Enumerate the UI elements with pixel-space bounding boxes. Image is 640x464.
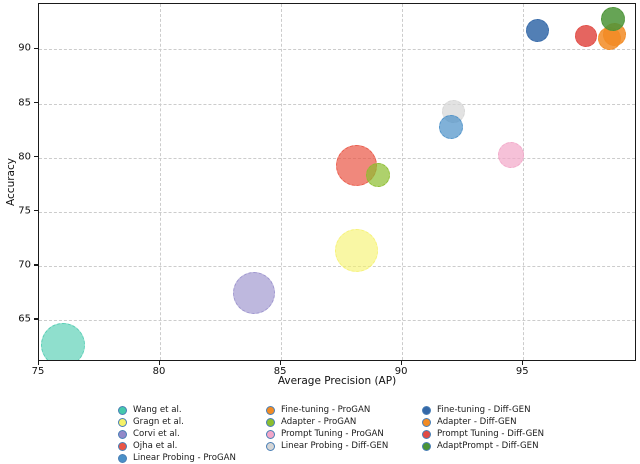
bubble-prompt-tuning-progan — [498, 142, 525, 169]
bubble-corvi-et-al- — [233, 271, 276, 314]
legend-item-prompt-tuning-progan: Prompt Tuning - ProGAN — [266, 428, 388, 440]
gridline-y-75 — [39, 211, 635, 213]
x-tick-label-75: 75 — [31, 366, 45, 377]
legend-item-corvi-et-al-: Corvi et al. — [118, 428, 236, 440]
gridline-x-85 — [281, 4, 283, 360]
legend-item-gragn-et-al-: Gragn et al. — [118, 416, 236, 428]
legend-column-2: Fine-tuning - ProGAN Adapter - ProGAN Prom… — [266, 404, 388, 452]
legend-item-linear-probing-diff-gen: Linear Probing - Diff-GEN — [266, 440, 388, 452]
legend-item-adapter-diff-gen: Adapter - Diff-GEN — [422, 416, 544, 428]
legend-marker-icon — [422, 429, 431, 439]
legend-item-fine-tuning-diff-gen: Fine-tuning - Diff-GEN — [422, 404, 544, 416]
legend-marker-icon — [422, 405, 431, 415]
legend-item-label: Wang et al. — [133, 405, 182, 415]
y-tick-mark-70 — [34, 264, 38, 266]
x-axis-label: Average Precision (AP) — [277, 375, 397, 387]
legend-marker-icon — [118, 429, 127, 439]
x-tick-label-80: 80 — [152, 366, 166, 377]
y-tick-mark-85 — [34, 102, 38, 104]
legend-marker-icon — [266, 441, 275, 451]
legend-marker-icon — [118, 405, 127, 415]
legend-item-adaptprompt-diff-gen: AdaptPrompt - Diff-GEN — [422, 440, 544, 452]
legend-marker-icon — [118, 441, 127, 451]
legend-item-fine-tuning-progan: Fine-tuning - ProGAN — [266, 404, 388, 416]
legend-item-label: Fine-tuning - Diff-GEN — [437, 405, 531, 415]
gridline-y-65 — [39, 319, 635, 321]
legend-item-adapter-progan: Adapter - ProGAN — [266, 416, 388, 428]
legend-item-label: Prompt Tuning - ProGAN — [281, 429, 384, 439]
gridline-y-70 — [39, 265, 635, 267]
x-tick-mark-85 — [279, 361, 281, 365]
plot-area — [38, 3, 636, 361]
legend-item-label: Adapter - Diff-GEN — [437, 417, 517, 427]
y-tick-label-80: 80 — [18, 151, 31, 163]
y-tick-label-65: 65 — [18, 313, 31, 325]
legend-item-label: Linear Probing - ProGAN — [133, 453, 236, 463]
bubble-wang-et-al- — [41, 322, 86, 360]
legend-marker-icon — [266, 405, 275, 415]
y-tick-label-85: 85 — [18, 97, 31, 108]
legend-item-label: Prompt Tuning - Diff-GEN — [437, 429, 545, 439]
legend-marker-icon — [118, 417, 127, 427]
x-tick-label-95: 95 — [515, 366, 529, 377]
x-tick-label-85: 85 — [273, 366, 287, 377]
bubble-prompt-tuning-diff-gen — [575, 25, 598, 48]
legend-item-label: Fine-tuning - ProGAN — [281, 405, 371, 415]
legend-item-label: Corvi et al. — [133, 429, 180, 439]
y-tick-mark-65 — [34, 318, 38, 320]
gridline-x-90 — [402, 4, 404, 360]
gridline-x-80 — [160, 4, 162, 360]
legend-marker-icon — [266, 429, 275, 439]
y-tick-label-90: 90 — [18, 42, 31, 54]
x-tick-mark-95 — [521, 361, 523, 365]
legend-marker-icon — [422, 441, 431, 451]
legend-item-label: AdaptPrompt - Diff-GEN — [437, 441, 539, 451]
x-tick-mark-80 — [158, 361, 160, 365]
legend-marker-icon — [266, 417, 275, 427]
y-tick-mark-80 — [34, 156, 38, 158]
bubble-fine-tuning-diff-gen — [526, 18, 550, 42]
y-axis-label: Accuracy — [5, 158, 17, 206]
legend-item-label: Adapter - ProGAN — [281, 417, 357, 427]
y-tick-mark-75 — [34, 210, 38, 212]
legend-column-3: Fine-tuning - Diff-GEN Adapter - Diff-GEN… — [422, 404, 544, 452]
legend-item-label: Gragn et al. — [133, 417, 184, 427]
bubble-linear-probing-progan — [438, 115, 463, 140]
legend-column-1: Wang et al. Gragn et al. Corvi et al. Ojha … — [118, 404, 236, 464]
x-tick-mark-75 — [37, 361, 39, 365]
legend-item-prompt-tuning-diff-gen: Prompt Tuning - Diff-GEN — [422, 428, 544, 440]
x-tick-label-90: 90 — [394, 366, 408, 377]
legend-marker-icon — [118, 453, 127, 463]
legend-item-label: Ojha et al. — [133, 441, 178, 451]
bubble-adaptprompt-diff-gen — [600, 6, 625, 31]
legend-item-linear-probing-progan: Linear Probing - ProGAN — [118, 452, 236, 464]
legend-item-ojha-et-al-: Ojha et al. — [118, 440, 236, 452]
y-tick-label-75: 75 — [18, 205, 31, 217]
gridline-y-85 — [39, 103, 635, 105]
y-tick-mark-90 — [34, 47, 38, 50]
bubble-gragn-et-al- — [334, 229, 378, 273]
x-tick-mark-90 — [400, 361, 402, 365]
y-tick-label-70: 70 — [18, 259, 31, 271]
gridline-y-90 — [39, 49, 635, 51]
legend-marker-icon — [422, 417, 431, 427]
legend-item-wang-et-al-: Wang et al. — [118, 404, 236, 416]
gridline-x-95 — [523, 4, 525, 360]
bubble-adapter-progan — [365, 162, 390, 187]
legend-item-label: Linear Probing - Diff-GEN — [281, 441, 389, 451]
